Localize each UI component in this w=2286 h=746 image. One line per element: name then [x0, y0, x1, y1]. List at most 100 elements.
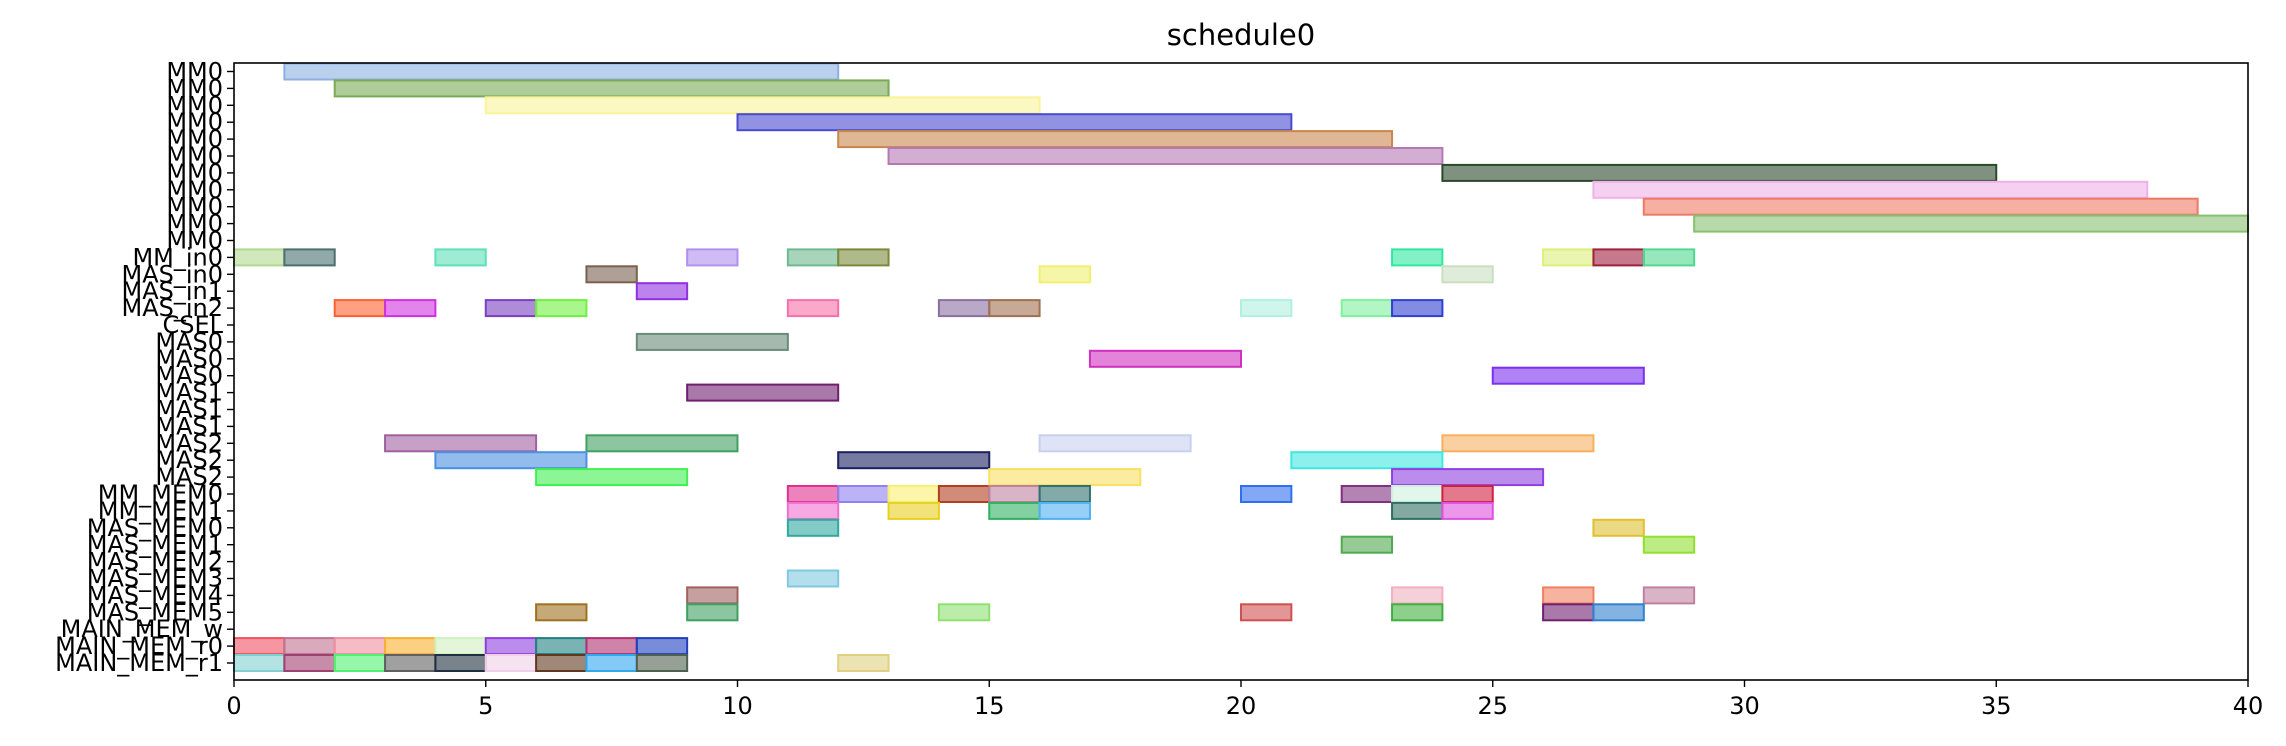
- task-bar: [1592, 180, 2149, 199]
- task-bar: [1642, 535, 1696, 554]
- task-bar: [786, 501, 840, 520]
- task-bar: [786, 518, 840, 537]
- task-bar: [686, 383, 840, 402]
- task-bar: [585, 434, 739, 453]
- task-bar: [887, 501, 940, 520]
- task-bar: [887, 147, 1444, 165]
- task-bar: [484, 299, 538, 318]
- task-bars: [233, 62, 2249, 672]
- task-bar: [686, 603, 739, 622]
- task-bar: [988, 485, 1041, 503]
- task-bar: [1441, 485, 1494, 503]
- task-bar: [837, 654, 890, 672]
- y-tick-label: MAIN_MEM_r1: [55, 649, 223, 677]
- y-tick-label: MAS1: [155, 412, 223, 440]
- task-bar: [635, 637, 689, 656]
- task-bar: [887, 485, 940, 503]
- y-tick-label: MAS2: [155, 446, 223, 474]
- task-bar: [1340, 299, 1394, 318]
- task-bar: [1542, 248, 1595, 267]
- y-tick-label: MAS1: [155, 379, 223, 407]
- x-tick-label: 5: [478, 692, 493, 720]
- task-bar: [1340, 535, 1394, 554]
- y-tick-label: MAS0: [155, 362, 223, 390]
- task-bar: [484, 654, 538, 672]
- y-tick-label: MM0: [166, 142, 223, 170]
- task-bar: [434, 248, 487, 267]
- task-bar: [837, 248, 890, 267]
- task-bar: [1592, 518, 1645, 537]
- y-tick-label: MM0: [166, 159, 223, 187]
- x-tick-label: 10: [722, 692, 753, 720]
- y-tick-label: MAS_in2: [121, 294, 223, 322]
- task-bar: [484, 96, 1041, 115]
- task-bar: [233, 637, 286, 656]
- task-bar: [1642, 586, 1696, 605]
- task-bar: [736, 113, 1293, 132]
- x-tick-label: 35: [1981, 692, 2012, 720]
- task-bar: [988, 299, 1041, 318]
- y-axis-labels: MM0MM0MM0MM0MM0MM0MM0MM0MM0MM0MM0MM_in0M…: [55, 58, 234, 677]
- task-bar: [786, 569, 840, 588]
- task-bar: [1542, 586, 1595, 605]
- y-tick-label: MAS0: [155, 328, 223, 356]
- task-bar: [585, 637, 638, 656]
- task-bar: [1441, 501, 1494, 520]
- chart-title: schedule0: [1167, 18, 1315, 52]
- task-bar: [535, 603, 588, 622]
- task-bar: [1391, 586, 1444, 605]
- plot-frame: [233, 62, 2249, 681]
- y-tick-label: MAS_MEM0: [87, 514, 223, 542]
- y-tick-label: MM0: [166, 108, 223, 136]
- task-bar: [988, 501, 1041, 520]
- task-bar: [1391, 485, 1444, 503]
- y-tick-label: MM0: [166, 193, 223, 221]
- y-tick-label: MAS_MEM5: [87, 598, 223, 626]
- y-tick-label: MM0: [166, 125, 223, 153]
- task-bar: [937, 603, 991, 622]
- task-bar: [535, 299, 588, 318]
- x-tick-label: 20: [1226, 692, 1257, 720]
- y-tick-label: MM_MEM1: [98, 497, 223, 525]
- task-bar: [1693, 214, 2249, 233]
- task-bar: [585, 265, 638, 284]
- task-bar: [384, 299, 437, 318]
- task-bar: [1240, 299, 1293, 318]
- task-bar: [1391, 501, 1444, 520]
- task-bar: [1592, 248, 1645, 267]
- y-tick-label: MAS_MEM4: [87, 581, 223, 609]
- task-bar: [333, 654, 387, 672]
- y-tick-label: MAIN_MEM_w: [61, 615, 223, 643]
- y-tick-label: MAS_MEM2: [87, 548, 223, 576]
- task-bar: [686, 248, 739, 267]
- task-bar: [283, 248, 336, 267]
- task-bar: [635, 282, 689, 301]
- task-bar: [635, 654, 689, 672]
- y-tick-label: MAS2: [155, 463, 223, 491]
- task-bar: [1391, 248, 1444, 267]
- task-bar: [988, 468, 1142, 487]
- task-bar: [635, 332, 789, 351]
- task-bar: [535, 654, 588, 672]
- task-bar: [1441, 163, 1998, 182]
- task-bar: [1491, 366, 1645, 385]
- task-bar: [837, 451, 991, 470]
- task-bar: [484, 637, 538, 656]
- y-tick-label: MAS_in1: [121, 277, 223, 305]
- task-bar: [535, 637, 588, 656]
- task-bar: [1038, 485, 1091, 503]
- task-bar: [1642, 197, 2199, 216]
- task-bar: [283, 637, 336, 656]
- y-tick-label: MAS_MEM1: [87, 531, 223, 559]
- y-tick-label: MM0: [166, 210, 223, 238]
- task-bar: [837, 130, 1394, 149]
- x-tick-label: 30: [1729, 692, 1760, 720]
- task-bar: [384, 434, 538, 453]
- y-tick-label: MM0: [166, 91, 223, 119]
- task-bar: [333, 79, 890, 98]
- task-bar: [585, 654, 638, 672]
- task-bar: [333, 637, 387, 656]
- task-bar: [1038, 501, 1091, 520]
- task-bar: [384, 637, 437, 656]
